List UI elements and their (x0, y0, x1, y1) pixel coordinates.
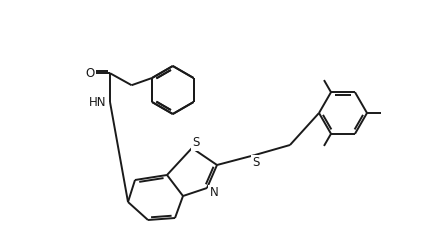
Text: S: S (192, 136, 200, 149)
Text: O: O (85, 67, 94, 80)
Text: S: S (252, 156, 259, 169)
Text: HN: HN (89, 96, 106, 109)
Text: N: N (209, 186, 218, 199)
